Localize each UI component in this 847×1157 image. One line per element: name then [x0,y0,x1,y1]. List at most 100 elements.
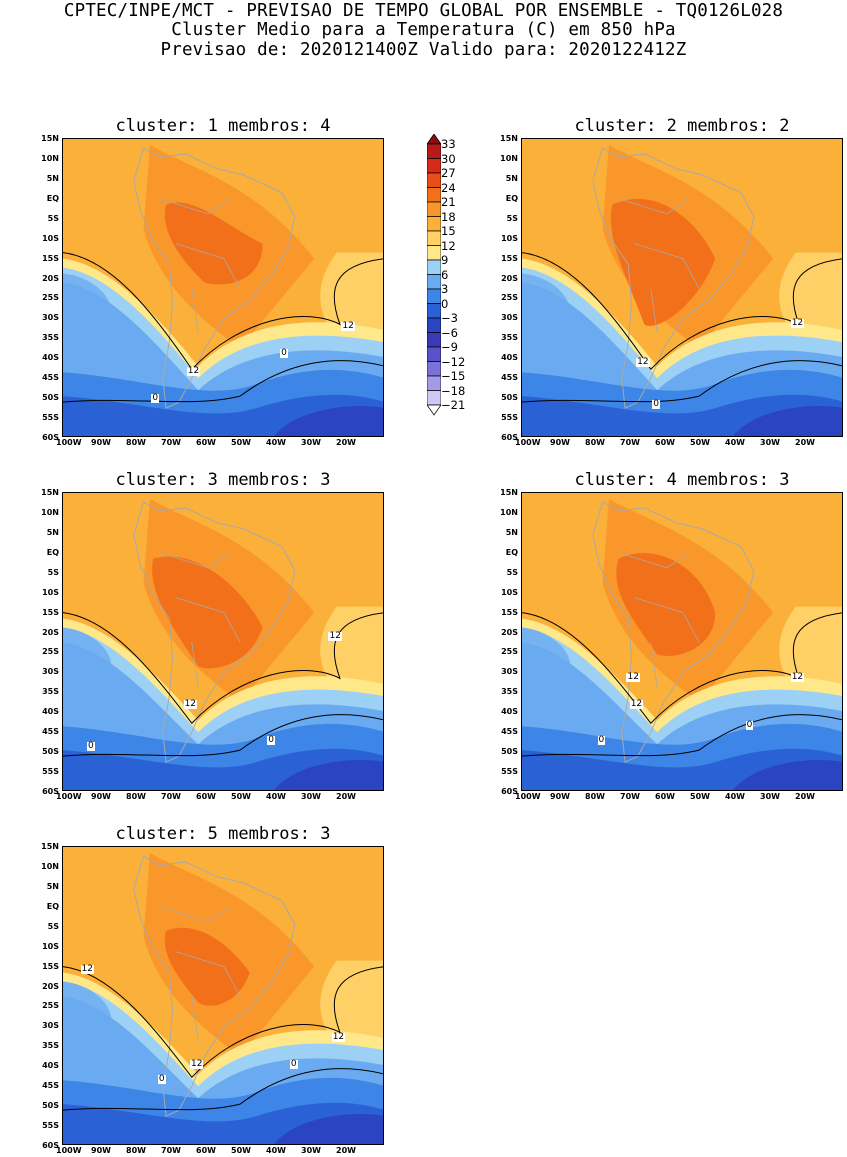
colorbar-cell [426,158,442,174]
lat-tick-label: 15S [42,607,59,617]
colorbar-cell [426,259,442,275]
lat-tick-label: 5S [47,567,59,577]
temperature-field [522,139,842,436]
temperature-map-panel: 12 12 12 0 0 [521,492,843,791]
panel-title: cluster: 5 membros: 3 [115,824,331,844]
colorbar-cell [426,346,442,362]
colorbar-min-arrow [426,404,442,416]
contour-label: 12 [328,630,342,641]
colorbar-level-label: 6 [441,267,449,282]
lon-tick-label: 60W [196,1146,216,1155]
field-cool-tongue [63,627,112,681]
contour-label: 0 [151,393,160,404]
lat-tick-label: 15N [500,488,518,497]
lat-tick-label: 15N [41,488,59,497]
colorbar-level-label: −3 [441,311,458,325]
lat-tick-label: 20S [42,627,59,637]
lat-tick-label: 15S [42,961,59,971]
lon-tick-label: 40W [266,438,286,447]
field-21-24 [164,202,263,285]
lat-tick-label: 10N [500,153,518,163]
borders [159,552,241,688]
lon-tick-label: 40W [725,438,745,447]
lon-tick-label: 30W [301,438,321,447]
lat-tick-label: 45S [42,373,59,383]
lat-tick-label: 20S [501,627,518,637]
lon-tick-label: 30W [760,438,780,447]
contour-label: 0 [280,348,288,359]
lon-tick-label: 20W [336,1146,356,1155]
lat-tick-label: 60S [501,787,518,796]
colorbar-cell [426,274,442,290]
lat-tick-label: 50S [501,393,518,403]
lat-tick-label: 35S [42,1041,59,1051]
temperature-field [63,493,383,790]
colorbar-cell [426,375,442,391]
lon-tick-label: 40W [725,792,745,801]
lat-tick-label: 5S [506,213,518,223]
field-21-24 [610,198,716,326]
lon-tick-label: 80W [585,438,605,447]
lat-tick-label: 45S [501,727,518,737]
field-minus6-minus3 [733,406,842,436]
lon-tick-label: 90W [91,1146,111,1155]
colorbar-level-label: 0 [441,296,449,311]
colorbar-cell [426,216,442,232]
colorbar-cell [426,201,442,217]
lat-tick-label: EQ [505,193,518,203]
lat-tick-label: 45S [42,727,59,737]
lat-tick-label: 55S [42,767,59,777]
lat-tick-label: 20S [501,273,518,283]
lon-tick-label: 70W [620,792,640,801]
field-cool-tongue [522,273,571,327]
temperature-map-panel: 12 12 0 0 [62,138,384,437]
colorbar-cell [426,143,442,159]
lon-tick-label: 90W [91,792,111,801]
header-line2: Cluster Medio para a Temperatura (C) em … [171,20,676,40]
lat-tick-label: 45S [42,1081,59,1091]
lon-tick-label: 30W [760,792,780,801]
lon-tick-label: 70W [161,1146,181,1155]
colorbar-cell [426,303,442,319]
colorbar-max-arrow [426,133,442,145]
contour-label: 12 [636,357,650,368]
colorbar-level-label: 18 [441,209,456,224]
coastline [592,501,755,763]
colorbar-level-label: 24 [441,180,456,195]
lat-tick-label: 10N [41,507,59,517]
contour-label: 0 [652,399,660,410]
lat-tick-label: 35S [501,687,518,697]
lon-tick-label: 80W [126,792,146,801]
field-cool-tongue [522,627,571,681]
lat-tick-label: 60S [42,433,59,442]
colorbar-level-label: 21 [441,195,456,209]
lat-tick-label: 30S [42,313,59,323]
lat-tick-label: 30S [501,313,518,323]
contour-label: 12 [790,672,805,683]
lat-tick-label: 40S [42,707,59,717]
temperature-field [522,493,842,790]
coastline [592,147,755,409]
lat-tick-label: 10S [501,233,518,243]
colorbar-level-label: 12 [441,238,456,253]
lat-tick-label: 50S [501,747,518,757]
panel-title: cluster: 1 membros: 4 [115,116,331,136]
contour-label: 12 [186,366,201,377]
lon-tick-label: 40W [266,1146,286,1155]
lat-tick-label: EQ [46,901,59,911]
lat-tick-label: 40S [501,353,518,363]
coastline [133,501,296,763]
lat-tick-label: 60S [42,1141,59,1150]
lat-tick-label: 55S [42,1121,59,1131]
colorbar-cell [426,390,442,406]
contour-label: 12 [190,1059,204,1070]
lat-tick-label: 35S [501,333,518,343]
lat-tick-label: 5N [505,527,518,537]
lon-tick-label: 50W [231,1146,251,1155]
lat-tick-label: 30S [42,1021,59,1031]
lon-tick-label: 80W [126,1146,146,1155]
contour-label: 0 [86,741,95,752]
colorbar-cell [426,288,442,304]
lat-tick-label: 5S [47,213,59,223]
borders [618,552,700,688]
